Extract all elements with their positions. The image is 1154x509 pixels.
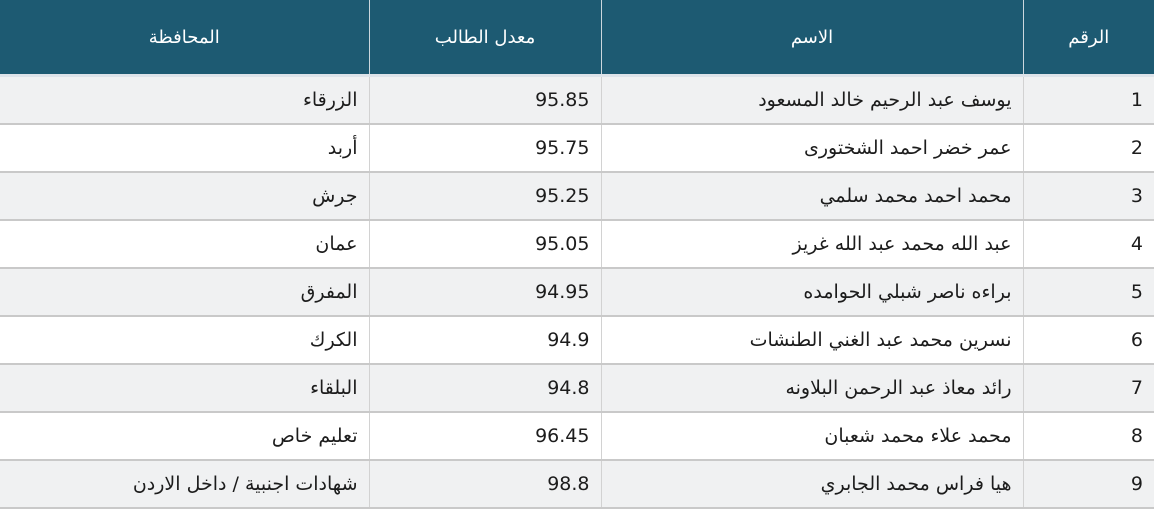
table-row: 1 يوسف عبد الرحيم خالد المسعود 95.85 الز… (0, 75, 1154, 125)
cell-average: 96.45 (369, 412, 602, 461)
cell-average: 95.75 (369, 124, 602, 173)
cell-governorate: تعليم خاص (0, 412, 370, 461)
table-row: 7 رائد معاذ عبد الرحمن البلاونه 94.8 الب… (0, 364, 1154, 413)
cell-rank: 6 (1023, 316, 1154, 365)
column-header-governorate: المحافظة (0, 0, 370, 77)
cell-name: نسرين محمد عبد الغني الطنشات (601, 316, 1024, 365)
table-row: 2 عمر خضر احمد الشختورى 95.75 أربد (0, 124, 1154, 173)
table-row: 8 محمد علاء محمد شعبان 96.45 تعليم خاص (0, 412, 1154, 461)
cell-rank: 1 (1023, 75, 1154, 125)
cell-governorate: المفرق (0, 268, 370, 317)
cell-rank: 2 (1023, 124, 1154, 173)
cell-name: محمد علاء محمد شعبان (601, 412, 1024, 461)
table-body: 1 يوسف عبد الرحيم خالد المسعود 95.85 الز… (0, 75, 1154, 509)
cell-rank: 7 (1023, 364, 1154, 413)
cell-name: عمر خضر احمد الشختورى (601, 124, 1024, 173)
cell-governorate: أربد (0, 124, 370, 173)
cell-governorate: جرش (0, 172, 370, 221)
cell-governorate: البلقاء (0, 364, 370, 413)
table-row: 3 محمد احمد محمد سلمي 95.25 جرش (0, 172, 1154, 221)
table-row: 6 نسرين محمد عبد الغني الطنشات 94.9 الكر… (0, 316, 1154, 365)
cell-name: عبد الله محمد عبد الله غريز (601, 220, 1024, 269)
cell-average: 95.85 (369, 75, 602, 125)
cell-name: محمد احمد محمد سلمي (601, 172, 1024, 221)
table-row: 5 براءه ناصر شبلي الحوامده 94.95 المفرق (0, 268, 1154, 317)
cell-name: هيا فراس محمد الجابري (601, 460, 1024, 509)
cell-average: 94.9 (369, 316, 602, 365)
table-row: 4 عبد الله محمد عبد الله غريز 95.05 عمان (0, 220, 1154, 269)
cell-rank: 5 (1023, 268, 1154, 317)
cell-rank: 4 (1023, 220, 1154, 269)
column-header-rank: الرقم (1023, 0, 1154, 77)
cell-name: يوسف عبد الرحيم خالد المسعود (601, 75, 1024, 125)
column-header-name: الاسم (601, 0, 1024, 77)
cell-governorate: الكرك (0, 316, 370, 365)
cell-name: براءه ناصر شبلي الحوامده (601, 268, 1024, 317)
cell-governorate: عمان (0, 220, 370, 269)
cell-average: 94.95 (369, 268, 602, 317)
cell-governorate: الزرقاء (0, 75, 370, 125)
header-row: الرقم الاسم معدل الطالب المحافظة (0, 0, 1154, 77)
cell-rank: 9 (1023, 460, 1154, 509)
column-header-average: معدل الطالب (369, 0, 602, 77)
cell-governorate: شهادات اجنبية / داخل الاردن (0, 460, 370, 509)
table-header: الرقم الاسم معدل الطالب المحافظة (0, 0, 1154, 77)
cell-average: 94.8 (369, 364, 602, 413)
cell-rank: 3 (1023, 172, 1154, 221)
table-row: 9 هيا فراس محمد الجابري 98.8 شهادات اجنب… (0, 460, 1154, 509)
cell-average: 95.05 (369, 220, 602, 269)
cell-average: 98.8 (369, 460, 602, 509)
cell-rank: 8 (1023, 412, 1154, 461)
cell-name: رائد معاذ عبد الرحمن البلاونه (601, 364, 1024, 413)
cell-average: 95.25 (369, 172, 602, 221)
